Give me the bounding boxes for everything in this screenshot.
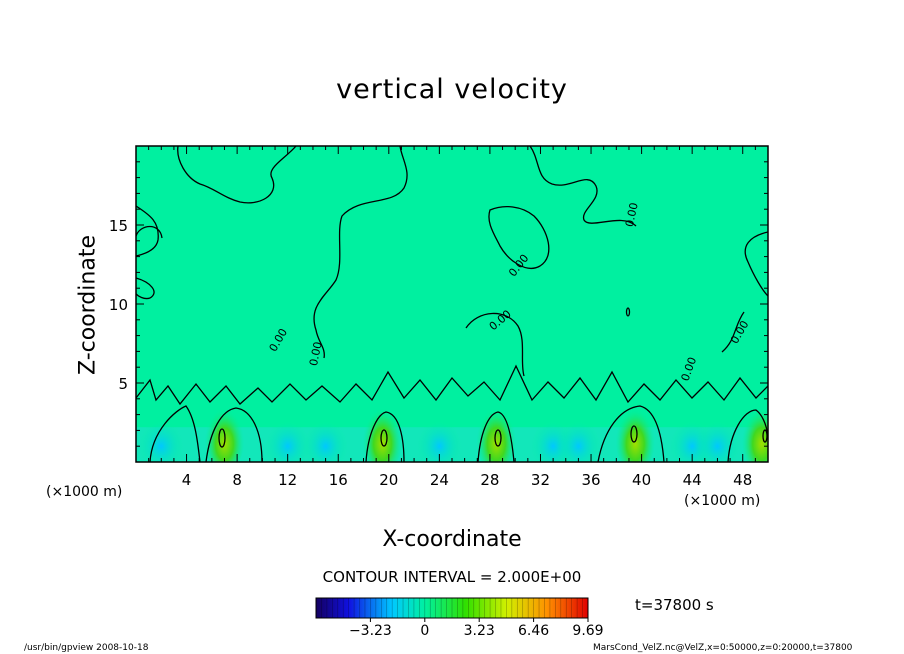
y-tick-label: 5 <box>118 375 128 393</box>
contour-line <box>727 409 768 462</box>
colorbar-segments <box>321 598 583 618</box>
contour-line <box>529 146 637 227</box>
updraft-core <box>615 400 656 462</box>
contour-line <box>136 277 155 300</box>
x-tick-label: 12 <box>278 471 297 489</box>
x-unit-label-right: (×1000 m) <box>684 493 761 509</box>
field-layer <box>136 400 768 462</box>
chart-title: vertical velocity <box>336 74 568 105</box>
x-tick-label: 48 <box>733 471 752 489</box>
contour-line <box>465 312 525 377</box>
x-tick-label: 28 <box>480 471 499 489</box>
contour-line <box>625 307 631 317</box>
x-tick-label: 32 <box>531 471 550 489</box>
contour-line <box>721 311 745 353</box>
x-tick-label: 40 <box>632 471 651 489</box>
contour-value-label: 0.00 <box>307 340 325 367</box>
contour-line <box>136 225 163 239</box>
contour-line <box>218 428 226 448</box>
colorbar-ticks: −3.23 0 3.23 6.46 9.69 <box>349 618 604 639</box>
contour-line <box>477 411 515 462</box>
time-label: t=37800 s <box>635 596 714 614</box>
downdraft-region <box>303 420 348 462</box>
contour-lines <box>136 146 768 462</box>
contour-line <box>136 205 159 257</box>
x-tick-label: 44 <box>683 471 702 489</box>
contour-line <box>630 425 638 443</box>
x-tick-label: 8 <box>232 471 242 489</box>
x-tick-label: 36 <box>581 471 600 489</box>
downdraft-region <box>695 420 740 462</box>
footer-right-text: MarsCond_VelZ.nc@VelZ,x=0:50000,z=0:2000… <box>593 643 853 653</box>
contour-line <box>744 231 768 297</box>
x-tick-label: 16 <box>329 471 348 489</box>
contour-line <box>313 146 408 359</box>
footer-left-text: /usr/bin/gpview 2008-10-18 <box>24 643 149 653</box>
contour-interval-label: CONTOUR INTERVAL = 2.000E+00 <box>322 568 582 586</box>
x-tick-label: 4 <box>182 471 192 489</box>
x-tick-label: 20 <box>379 471 398 489</box>
colorbar <box>315 597 589 619</box>
colorbar-tick-label: 6.46 <box>518 623 549 639</box>
contour-line <box>494 429 502 447</box>
contour-line <box>488 205 550 269</box>
downdraft-region <box>139 420 184 462</box>
colorbar-tick-label: −3.23 <box>349 623 392 639</box>
contour-line <box>365 411 405 462</box>
x-tick-label: 24 <box>430 471 449 489</box>
colorbar-tick-label: 9.69 <box>572 623 603 639</box>
contour-line <box>597 405 665 462</box>
contour-line <box>205 407 263 462</box>
contour-line <box>136 364 768 406</box>
downdraft-region <box>556 420 601 462</box>
x-axis-label: X-coordinate <box>382 527 522 552</box>
y-tick-label: 10 <box>109 296 128 314</box>
x-unit-label-left: (×1000 m) <box>46 484 123 500</box>
downdraft-region <box>417 420 462 462</box>
downdraft-region <box>265 420 310 462</box>
contour-line <box>177 146 297 204</box>
colorbar-tick-label: 0 <box>420 623 429 639</box>
y-tick-label: 15 <box>109 217 128 235</box>
contour-line <box>149 405 201 462</box>
colorbar-tick-label: 3.23 <box>464 623 495 639</box>
contour-value-label: 0.00 <box>623 201 641 228</box>
contour-line <box>380 429 388 447</box>
